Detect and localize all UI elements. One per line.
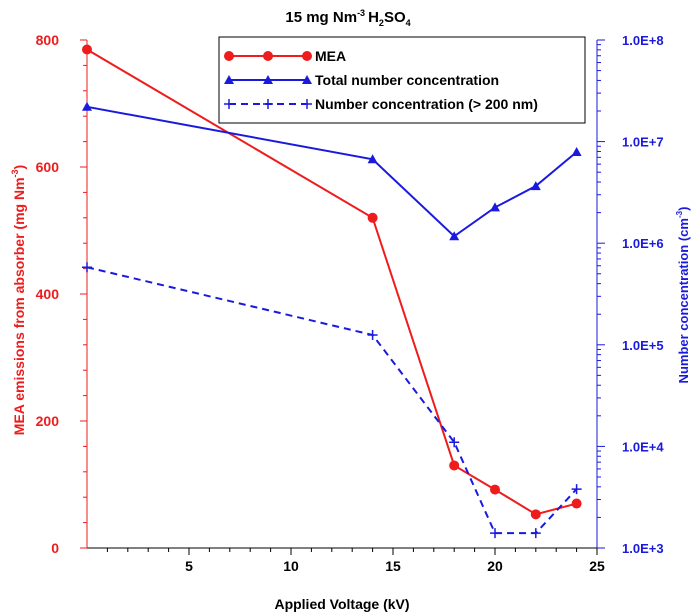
- legend-box: [218, 36, 586, 124]
- left-y-tick-label: 400: [36, 286, 60, 302]
- legend-swatch-marker: [302, 99, 312, 109]
- legend-label: MEA: [315, 48, 346, 64]
- legend-swatch-marker: [263, 75, 273, 84]
- legend-swatch-marker: [224, 99, 234, 109]
- left-y-tick-label: 600: [36, 159, 60, 175]
- x-axis-label: Applied Voltage (kV): [274, 596, 409, 612]
- left-y-axis-ticks: 0 200 400 600 800: [36, 32, 87, 556]
- data-point: [367, 154, 378, 164]
- data-point: [82, 44, 92, 55]
- x-tick-label: 25: [589, 558, 605, 574]
- data-point: [449, 231, 460, 241]
- right-y-tick-label: 1.0E+3: [622, 541, 664, 556]
- legend-item: Number concentration (> 200 nm): [224, 96, 538, 112]
- series-line: [86, 266, 578, 535]
- data-point: [530, 181, 541, 191]
- series-line: [86, 105, 578, 238]
- data-point: [571, 484, 582, 495]
- left-y-tick-label: 200: [36, 413, 60, 429]
- legend-swatch-marker: [263, 99, 273, 109]
- right-y-tick-label: 1.0E+8: [622, 33, 664, 48]
- x-axis-ticks: 5 10 15 20 25: [106, 548, 605, 574]
- legend-swatch-marker: [224, 75, 234, 84]
- right-y-axis-label: Number concentration (cm-3): [675, 207, 691, 384]
- right-y-axis-ticks: 1.0E+3 1.0E+4 1.0E+5 1.0E+6 1.0E+7 1.0E+8: [597, 33, 664, 556]
- legend-label: Total number concentration: [315, 72, 499, 88]
- data-point: [367, 329, 378, 340]
- series-line: [86, 48, 577, 516]
- x-tick-label: 15: [385, 558, 401, 574]
- data-point: [367, 212, 378, 223]
- legend-item: Total number concentration: [224, 72, 499, 88]
- legend-label: Number concentration (> 200 nm): [315, 96, 538, 112]
- data-point: [571, 147, 582, 157]
- data-point: [490, 202, 500, 212]
- series-3: [82, 262, 582, 539]
- right-y-tick-label: 1.0E+7: [622, 135, 664, 150]
- legend-swatch-marker: [302, 51, 312, 61]
- chart-title: 15 mg Nm-3 H2SO4: [285, 8, 410, 28]
- left-y-tick-label: 800: [36, 32, 60, 48]
- data-point: [530, 528, 541, 539]
- data-point: [449, 437, 460, 448]
- left-y-axis-label: MEA emissions from absorber (mg Nm-3): [10, 165, 27, 435]
- data-point: [571, 498, 582, 509]
- legend-swatch-marker: [224, 51, 234, 61]
- legend-swatch-marker: [302, 75, 312, 84]
- series-1: [82, 44, 582, 520]
- data-point: [449, 460, 460, 471]
- data-point: [82, 101, 92, 111]
- right-y-tick-label: 1.0E+6: [622, 236, 664, 251]
- data-point: [82, 262, 92, 273]
- right-y-tick-label: 1.0E+4: [622, 439, 664, 454]
- x-tick-label: 5: [185, 558, 193, 574]
- data-point: [490, 528, 500, 539]
- series-2: [82, 101, 582, 241]
- legend-swatch-marker: [263, 51, 273, 61]
- x-tick-label: 20: [487, 558, 503, 574]
- right-y-tick-label: 1.0E+5: [622, 338, 664, 353]
- left-y-tick-label: 0: [51, 540, 59, 556]
- legend-item: MEA: [224, 48, 346, 64]
- series-layer: [82, 44, 582, 539]
- legend: MEA Total number concentration Number conc…: [218, 36, 586, 124]
- x-tick-label: 10: [283, 558, 299, 574]
- data-point: [490, 484, 500, 495]
- data-point: [530, 509, 541, 520]
